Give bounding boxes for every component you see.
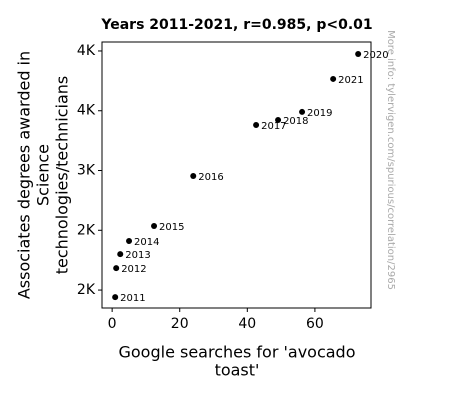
y-tick-label: 2K — [77, 282, 96, 298]
x-tick-label: 0 — [108, 316, 117, 332]
point — [112, 294, 119, 301]
x-tick-label: 60 — [306, 316, 324, 332]
point — [275, 116, 282, 123]
point — [190, 173, 197, 180]
point-label: 2021 — [338, 75, 363, 86]
point-label: 2019 — [307, 108, 332, 119]
point-label: 2018 — [283, 116, 308, 127]
point-label: 2016 — [198, 172, 223, 183]
point — [126, 238, 133, 245]
point-label: 2020 — [363, 50, 388, 61]
point — [355, 50, 362, 57]
point — [299, 108, 306, 115]
point — [113, 265, 120, 272]
y-axis-label: Associates degrees awarded in — [15, 51, 34, 299]
y-tick-label: 4K — [77, 43, 96, 59]
point — [151, 222, 158, 229]
plot-frame — [101, 41, 372, 309]
point-label: 2011 — [120, 293, 145, 304]
x-axis-label: Google searches for 'avocado — [118, 343, 355, 362]
x-tick-label: 40 — [238, 316, 256, 332]
point — [253, 121, 260, 128]
point-label: 2015 — [159, 222, 184, 233]
y-axis-label: Science — [34, 144, 53, 206]
chart-title: Years 2011-2021, r=0.985, p<0.01 — [100, 17, 372, 33]
x-axis-label: toast' — [215, 361, 260, 380]
y-tick-label: 2K — [77, 222, 96, 238]
x-tick-label: 20 — [171, 316, 189, 332]
point-label: 2017 — [261, 121, 286, 132]
point-label: 2014 — [134, 237, 159, 248]
y-tick-label: 3K — [77, 163, 96, 179]
point-label: 2012 — [121, 264, 146, 275]
point-label: 2013 — [125, 250, 150, 261]
point — [330, 75, 337, 82]
y-axis-label: technologies/technicians — [53, 76, 72, 275]
y-tick-label: 4K — [77, 103, 96, 119]
point — [117, 251, 124, 258]
side-note: More info: tylervigen.com/spurious/corre… — [385, 30, 396, 290]
